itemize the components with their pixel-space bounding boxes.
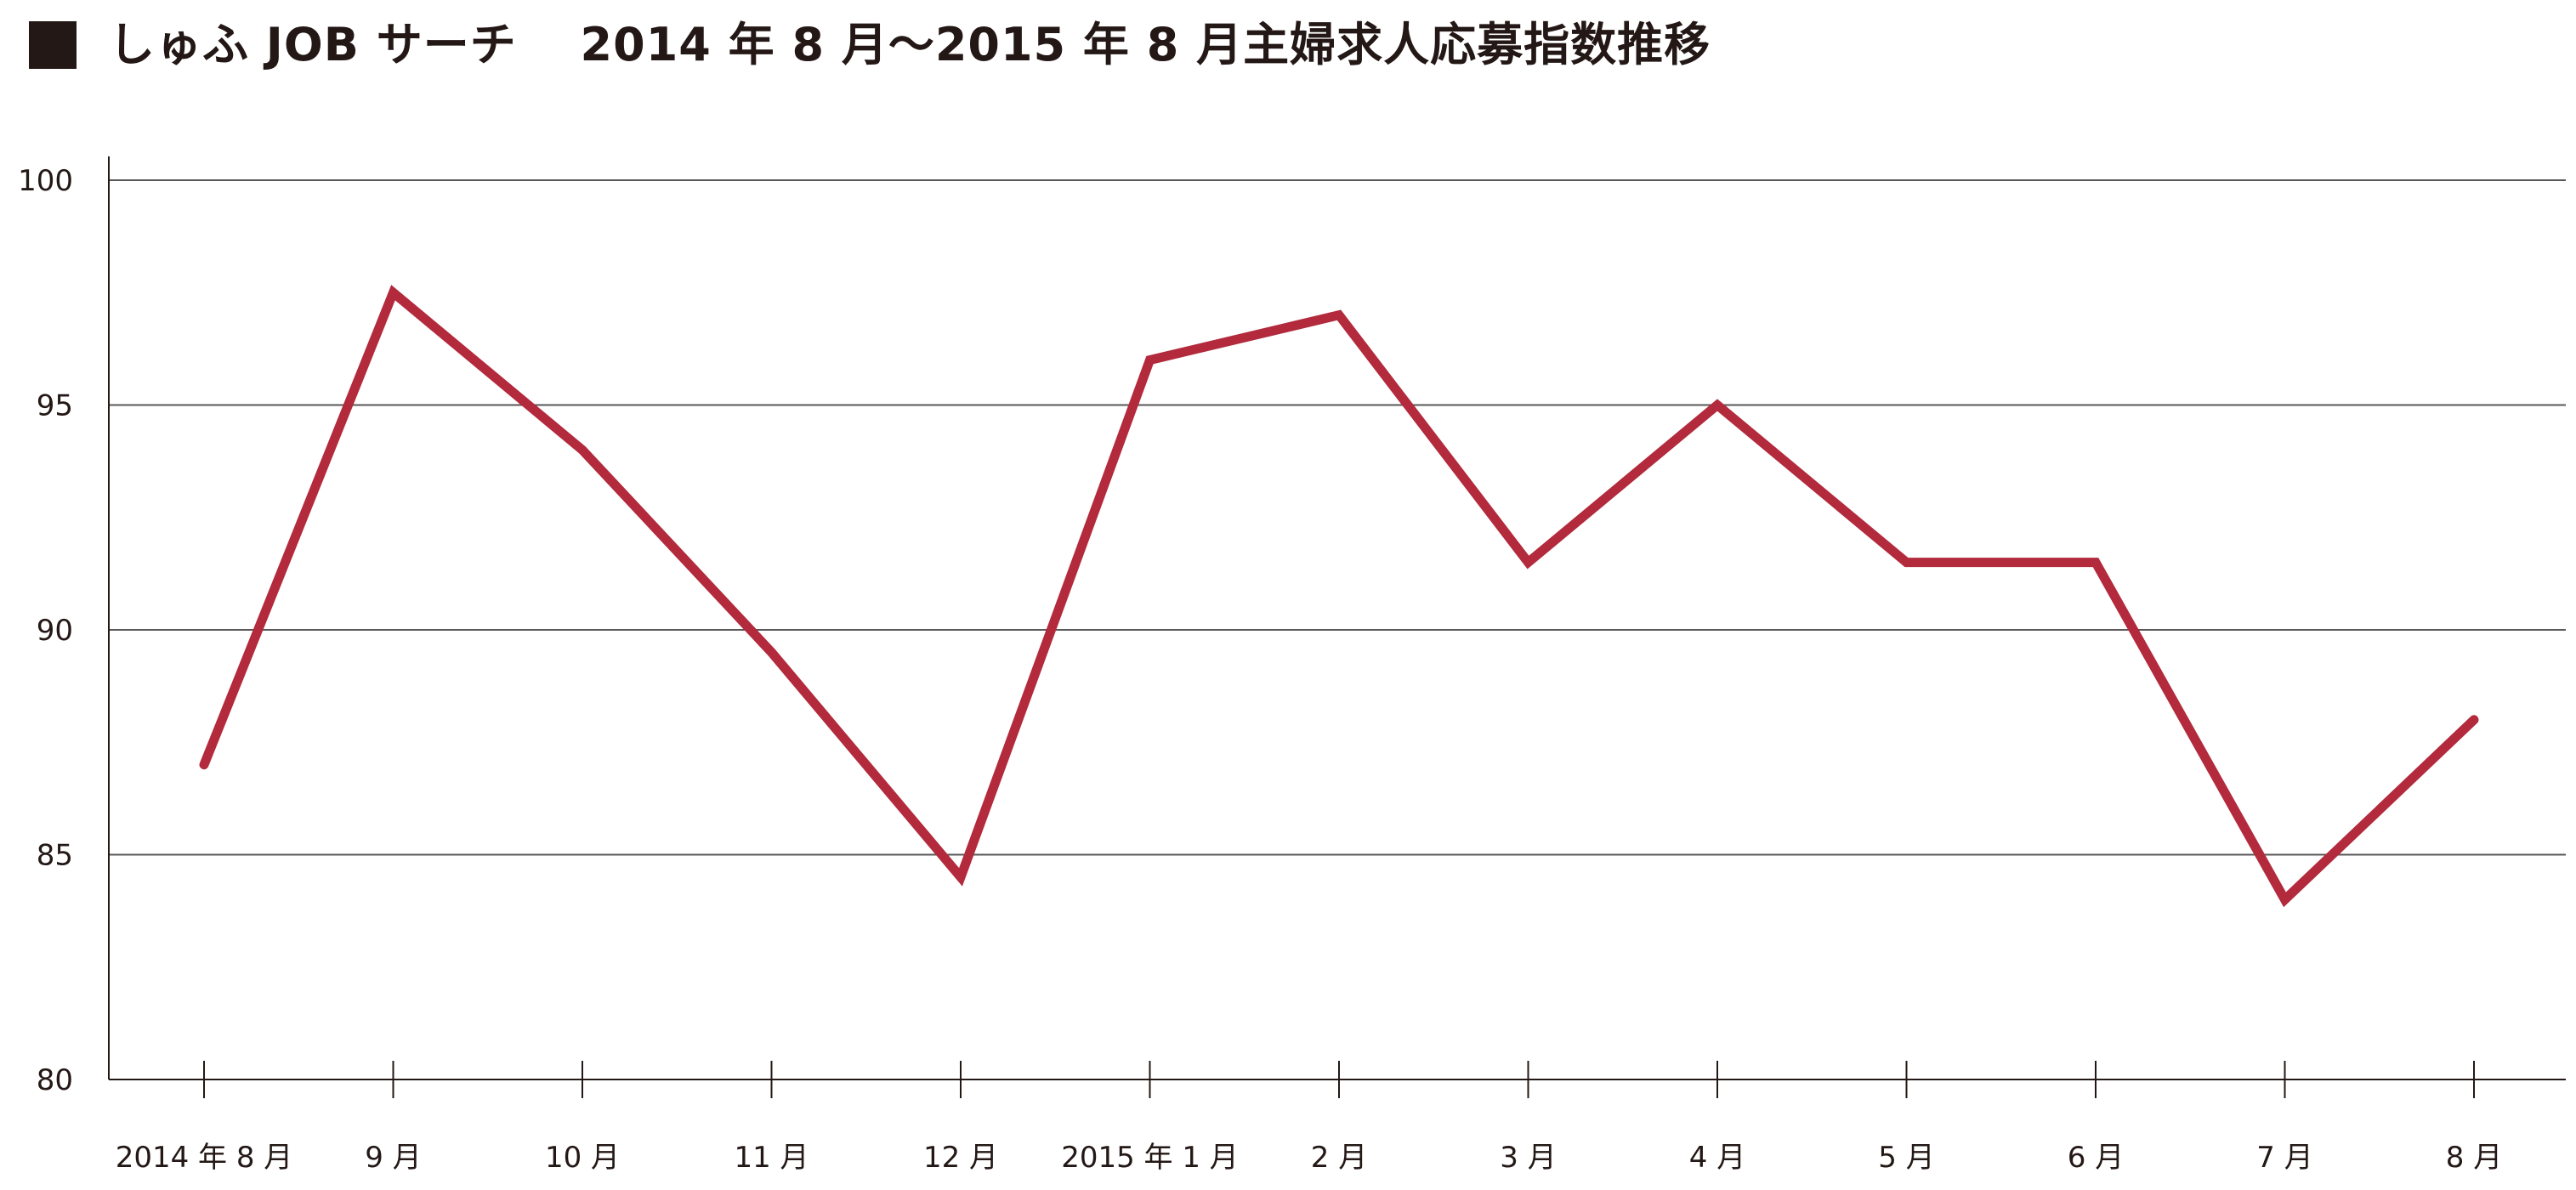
x-tick-label: 2014 年 8 月	[116, 1141, 293, 1175]
x-tick-label: 9 月	[365, 1141, 421, 1175]
axes	[108, 156, 2566, 1098]
y-tick-labels: 80 85 90 95 100	[18, 164, 73, 1097]
x-tick-label: 10 月	[545, 1141, 620, 1175]
series-line	[199, 285, 2479, 908]
x-tick-label: 2 月	[1311, 1141, 1367, 1175]
y-tick-label: 95	[37, 389, 73, 423]
data-point	[1715, 402, 1720, 408]
data-point	[1147, 357, 1153, 363]
data-point	[958, 874, 963, 880]
y-tick-label: 80	[37, 1063, 73, 1097]
series-lines	[199, 285, 2479, 908]
x-tick-label: 8 月	[2446, 1141, 2502, 1175]
x-tick-label: 11 月	[734, 1141, 809, 1175]
x-tick-label: 5 月	[1878, 1141, 1934, 1175]
data-point	[201, 762, 207, 768]
y-tick-label: 85	[37, 839, 73, 873]
data-point	[2471, 717, 2477, 722]
data-point	[390, 290, 396, 296]
data-point	[2282, 897, 2288, 903]
grid-lines	[109, 179, 2566, 856]
x-tick-label: 3 月	[1500, 1141, 1556, 1175]
x-tick-label: 4 月	[1689, 1141, 1745, 1175]
x-tick-label: 6 月	[2068, 1141, 2124, 1175]
y-tick-label: 100	[18, 164, 73, 198]
chart-title: しゅふ JOB サーチ 2014 年 8 月〜2015 年 8 月主婦求人応募指…	[109, 18, 1711, 71]
y-tick-label: 90	[37, 614, 73, 648]
data-point	[1336, 312, 1342, 318]
black-square-icon	[29, 21, 77, 69]
x-tick-label: 12 月	[923, 1141, 998, 1175]
data-point	[1525, 559, 1531, 565]
x-tick-label: 2015 年 1 月	[1061, 1141, 1239, 1175]
data-point	[769, 649, 775, 655]
data-point	[1904, 559, 1909, 565]
data-point	[580, 447, 585, 453]
x-tick-label: 7 月	[2256, 1141, 2312, 1175]
data-point	[2093, 559, 2098, 565]
chart-header: しゅふ JOB サーチ 2014 年 8 月〜2015 年 8 月主婦求人応募指…	[29, 12, 1711, 78]
x-tick-labels: 2014 年 8 月 9 月 10 月 11 月 12 月 2015 年 1 月 2 月 3 …	[116, 1141, 2503, 1175]
